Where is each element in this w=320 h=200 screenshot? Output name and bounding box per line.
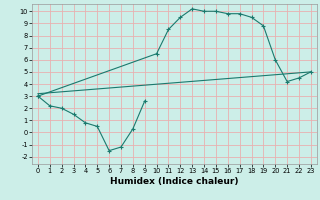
- X-axis label: Humidex (Indice chaleur): Humidex (Indice chaleur): [110, 177, 239, 186]
